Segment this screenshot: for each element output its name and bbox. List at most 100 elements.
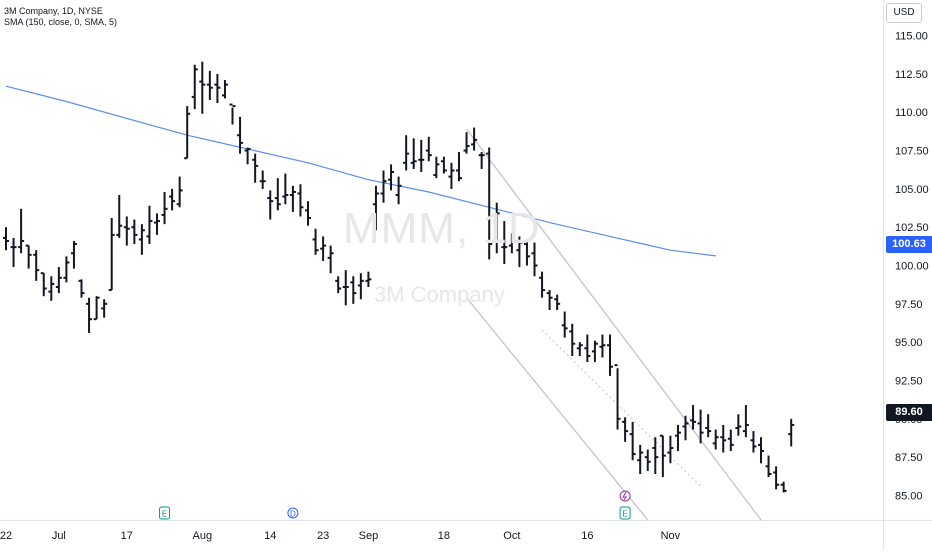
ohlc-bar[interactable] [335,276,342,294]
ohlc-bar[interactable] [773,466,780,490]
ohlc-bar[interactable] [742,405,749,438]
ohlc-bar[interactable] [48,276,55,301]
ohlc-bar[interactable] [252,153,259,183]
ohlc-bar[interactable] [750,431,757,453]
ohlc-bar[interactable] [690,405,697,430]
ohlc-bar[interactable] [282,173,289,205]
ohlc-bar[interactable] [705,414,712,438]
ohlc-bar[interactable] [659,434,666,478]
sma-line[interactable] [5,85,716,257]
ohlc-bar[interactable] [33,250,40,281]
ohlc-bar[interactable] [765,455,772,478]
ohlc-bar[interactable] [176,176,183,208]
ohlc-bar[interactable] [350,276,357,304]
ohlc-bar[interactable] [758,437,764,464]
ohlc-bar[interactable] [380,170,387,203]
earnings-marker-icon[interactable] [619,506,631,520]
ohlc-bar[interactable] [229,103,236,125]
ohlc-bar[interactable] [720,424,727,453]
ohlc-bar[interactable] [576,342,583,356]
ohlc-bar[interactable] [448,162,455,189]
ohlc-bar[interactable] [554,294,561,310]
ohlc-bar[interactable] [501,221,508,264]
ohlc-bar[interactable] [539,271,546,298]
ohlc-bar[interactable] [667,435,674,464]
ohlc-bar[interactable] [599,334,606,358]
ohlc-bar[interactable] [637,444,644,475]
ohlc-bar[interactable] [320,236,327,261]
channel-lower-line[interactable] [466,297,649,521]
ohlc-bar[interactable] [516,236,523,268]
ohlc-bar[interactable] [78,279,85,298]
ohlc-bar[interactable] [237,116,244,154]
ohlc-bar[interactable] [486,147,493,260]
ohlc-bar[interactable] [425,136,432,162]
ohlc-bar[interactable] [25,244,32,269]
ohlc-bar[interactable] [55,267,62,294]
ohlc-bar[interactable] [652,437,659,475]
ohlc-bar[interactable] [305,201,311,226]
ohlc-bar[interactable] [123,216,130,246]
dividend-marker-icon[interactable] [287,507,299,519]
ohlc-bar[interactable] [297,184,304,217]
legend-indicator[interactable]: SMA (150, close, 0, SMA, 5) [4,17,118,27]
ohlc-bar[interactable] [244,147,251,165]
ohlc-bar[interactable] [221,80,228,99]
ohlc-bar[interactable] [456,152,462,182]
ohlc-bar[interactable] [584,334,591,363]
ohlc-bar[interactable] [169,188,176,211]
ohlc-bar[interactable] [3,227,9,251]
ohlc-bar[interactable] [214,73,221,104]
ohlc-bar[interactable] [116,195,123,238]
ohlc-bar[interactable] [131,219,138,245]
ohlc-bar[interactable] [108,218,115,292]
ohlc-bar[interactable] [289,185,296,212]
ohlc-bar[interactable] [403,135,410,171]
ohlc-bar[interactable] [161,191,168,225]
ohlc-bar[interactable] [433,156,440,179]
ohlc-bar[interactable] [410,138,417,169]
currency-button[interactable]: USD [886,3,922,23]
ohlc-bar[interactable] [395,176,402,205]
ohlc-bar[interactable] [418,139,425,173]
ohlc-bar[interactable] [561,311,568,338]
channel-median-line[interactable] [541,329,701,487]
ohlc-bar[interactable] [788,418,795,447]
channel-upper-line[interactable] [466,128,762,521]
ohlc-bar[interactable] [569,323,576,356]
ohlc-bar[interactable] [342,270,349,306]
ohlc-bar[interactable] [274,178,281,211]
ohlc-bar[interactable] [365,271,372,287]
ohlc-bar[interactable] [471,127,478,151]
plot-area[interactable] [0,0,883,520]
ohlc-bar[interactable] [712,429,719,450]
ohlc-bar[interactable] [614,364,621,430]
ohlc-bar[interactable] [63,256,70,283]
ohlc-bar[interactable] [607,334,613,376]
ohlc-bar[interactable] [146,205,153,245]
ohlc-bar[interactable] [508,233,515,254]
ohlc-bar[interactable] [388,164,395,191]
ohlc-bar[interactable] [735,414,742,436]
ohlc-bar[interactable] [546,290,553,310]
ohlc-bar[interactable] [184,106,191,160]
earnings-marker-icon[interactable] [159,506,171,520]
ohlc-bar[interactable] [523,239,530,266]
ohlc-bar[interactable] [138,224,145,255]
ohlc-bar[interactable] [440,156,447,174]
ohlc-bar[interactable] [327,245,334,274]
ohlc-bar[interactable] [267,190,274,220]
ohlc-bar[interactable] [357,273,364,300]
ohlc-bar[interactable] [312,228,319,255]
ohlc-bar[interactable] [191,64,198,110]
ohlc-bar[interactable] [629,421,636,461]
ohlc-bar[interactable] [682,415,689,441]
ohlc-bar[interactable] [591,340,598,363]
ohlc-bar[interactable] [531,242,538,277]
ohlc-bar[interactable] [727,429,734,452]
ohlc-bar[interactable] [644,449,651,471]
ohlc-bar[interactable] [206,70,213,100]
ohlc-bar[interactable] [780,481,787,493]
ohlc-bar[interactable] [372,185,379,231]
